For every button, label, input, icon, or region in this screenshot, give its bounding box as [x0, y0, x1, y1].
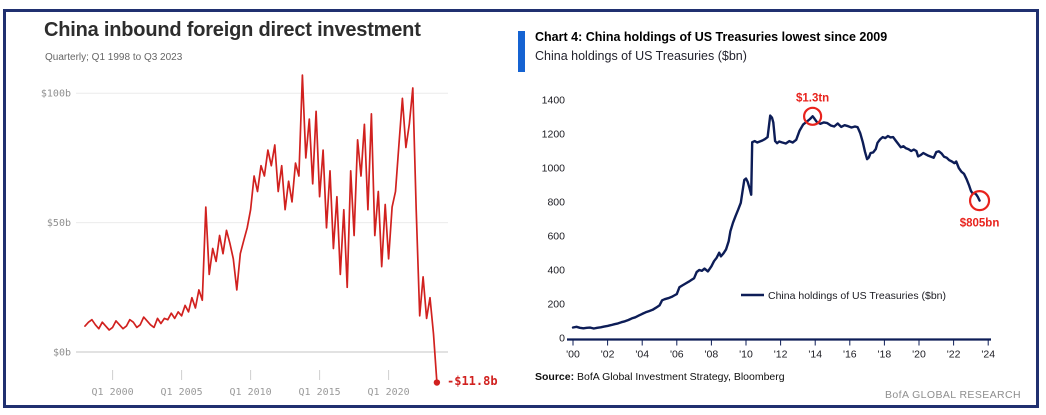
x-axis-tick-label: '10	[739, 349, 753, 361]
x-axis-tick-label: Q1 2020	[368, 387, 410, 398]
y-axis-tick-label: 200	[547, 299, 565, 311]
y-axis-tick-label: 1400	[542, 95, 566, 107]
annotation-label: $805bn	[960, 218, 1000, 230]
x-axis-tick-label: '12	[774, 349, 788, 361]
x-axis-tick-label: '00	[566, 349, 580, 361]
source-line: Source: BofA Global Investment Strategy,…	[535, 371, 785, 383]
y-axis-tick-label: $50b	[47, 218, 71, 229]
y-axis-tick-label: 800	[547, 197, 565, 209]
y-axis-tick-label: $100b	[41, 89, 71, 100]
annotation-circle	[968, 190, 991, 212]
x-axis-tick-label: Q1 2010	[230, 387, 272, 398]
y-axis-tick-label: 0	[559, 333, 565, 345]
fdi-chart-subtitle: Quarterly; Q1 1998 to Q3 2023	[45, 52, 183, 63]
x-axis-tick-label: '20	[912, 349, 926, 361]
fdi-line-series	[84, 74, 438, 384]
x-axis-tick-label: Q1 2015	[299, 387, 341, 398]
y-axis-tick-label: 1200	[542, 129, 566, 141]
x-axis-tick-label: '18	[878, 349, 892, 361]
fdi-chart-canvas: $100b $50b $0b Q1 2000 Q1 2005 Q1 2010 Q1 2015…	[41, 74, 448, 398]
page-border-frame	[3, 9, 1039, 408]
fdi-end-point-marker	[433, 379, 441, 386]
x-axis-tick-label: '14	[808, 349, 822, 361]
x-axis-tick-label: '02	[601, 349, 615, 361]
x-axis-tick-label: '22	[947, 349, 961, 361]
treasury-chart-title: Chart 4: China holdings of US Treasuries…	[535, 30, 888, 44]
treasury-chart-canvas: 0 200 400 600 800 1000 1200 1400 '00 '02 '04 '06 '08…	[542, 92, 1000, 361]
treasury-line-series	[571, 114, 981, 330]
source-text: BofA Global Investment Strategy, Bloombe…	[577, 371, 785, 383]
y-axis-tick-label: 1000	[542, 163, 566, 175]
fdi-chart-title: China inbound foreign direct investment	[44, 19, 421, 41]
fdi-end-value-label: -$11.8b	[447, 374, 498, 388]
x-axis-tick-label: Q1 2005	[161, 387, 203, 398]
x-axis-tick-label: '16	[843, 349, 857, 361]
y-axis-tick-label: 400	[547, 265, 565, 277]
annotation-circle	[803, 106, 823, 126]
annotation-label: $1.3tn	[796, 92, 829, 104]
source-label: Source:	[535, 371, 575, 383]
brand-text: BofA GLOBAL RESEARCH	[885, 389, 1021, 401]
x-axis-tick-label: '24	[981, 349, 995, 361]
title-accent-bar	[518, 31, 525, 72]
x-axis-tick-label: Q1 2000	[92, 387, 134, 398]
y-axis-tick-label: 600	[547, 231, 565, 243]
y-axis-tick-label: $0b	[53, 348, 71, 359]
x-axis-tick-label: '06	[670, 349, 684, 361]
legend-label: China holdings of US Treasuries ($bn)	[768, 290, 946, 302]
treasury-chart-subtitle: China holdings of US Treasuries ($bn)	[535, 49, 747, 63]
x-axis-tick-label: '04	[635, 349, 649, 361]
x-axis-tick-label: '08	[705, 349, 719, 361]
